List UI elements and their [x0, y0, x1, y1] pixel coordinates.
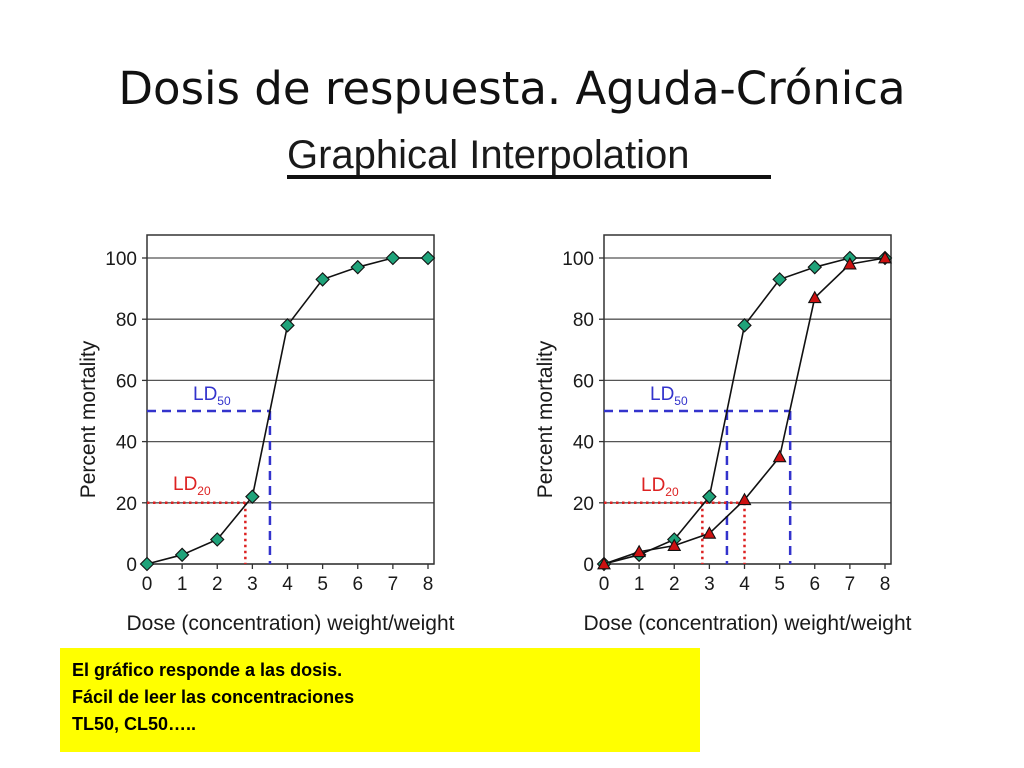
x-tick-label: 8: [880, 574, 891, 595]
chart-2: 0 20 40 60 80 100 0 1 2 3 4 5 6 7 8 Dose (concentration…: [534, 234, 912, 635]
diamond-marker: [350, 259, 366, 275]
diamond-marker: [807, 259, 823, 275]
x-axis-label: Dose (concentration) weight/weight: [126, 612, 454, 635]
diamond-marker: [280, 318, 295, 333]
triangle-marker: [807, 290, 822, 304]
note-box: El gráfico responde a las dosis. Fácil d…: [60, 648, 700, 752]
triangle-marker: [878, 250, 892, 264]
triangle-marker: [702, 526, 717, 539]
triangle-marker: [597, 556, 611, 570]
y-tick-label: 60: [573, 371, 594, 392]
x-tick-label: 7: [388, 574, 399, 595]
diamond-marker: [245, 489, 260, 504]
chart-1: 0 20 40 60 80 100 0 1 2 3 4 5 6 7 8 Dose (concentration…: [77, 234, 455, 635]
triangle-marker: [632, 544, 647, 558]
y-tick-label: 0: [583, 555, 594, 576]
note-line-3: TL50, CL50…..: [72, 714, 197, 734]
triangle-marker: [667, 538, 682, 551]
x-tick-label: 4: [282, 574, 293, 595]
x-tick-label: 3: [704, 574, 715, 595]
y-tick-label: 100: [105, 249, 137, 270]
diamond-marker: [139, 556, 155, 572]
diamond-marker: [420, 250, 436, 266]
x-tick-label: 8: [423, 574, 434, 595]
note-line-1: El gráfico responde a las dosis.: [72, 660, 343, 680]
chart-heading: Graphical Interpolation: [287, 133, 690, 177]
x-tick-label: 3: [247, 574, 258, 595]
x-tick-label: 0: [599, 574, 610, 595]
heading-underline: [287, 175, 771, 179]
x-tick-label: 4: [739, 574, 750, 595]
x-tick-label: 2: [669, 574, 680, 595]
x-tick-label: 6: [352, 574, 363, 595]
y-axis-label: Percent mortality: [77, 340, 100, 498]
diamond-marker: [209, 532, 225, 547]
y-tick-label: 80: [116, 310, 137, 331]
x-tick-label: 1: [177, 574, 188, 595]
y-tick-label: 80: [573, 310, 594, 331]
x-tick-label: 0: [142, 574, 153, 595]
x-tick-label: 5: [774, 574, 785, 595]
x-axis-label: Dose (concentration) weight/weight: [583, 612, 911, 635]
diamond-marker: [315, 272, 330, 287]
diamond-marker: [702, 489, 717, 504]
series-line-1: [146, 257, 428, 565]
diamond-marker: [772, 272, 787, 287]
ld20-label: LD20: [173, 474, 211, 498]
triangle-marker: [842, 256, 857, 270]
y-tick-label: 100: [562, 249, 594, 270]
ld50-label: LD50: [650, 384, 688, 408]
note-line-2: Fácil de leer las concentraciones: [72, 687, 355, 707]
diamond-marker: [737, 318, 752, 333]
y-tick-label: 40: [573, 433, 594, 454]
y-tick-label: 20: [116, 494, 137, 515]
x-tick-label: 6: [809, 574, 820, 595]
plot-frame: [146, 234, 435, 565]
y-axis-label: Percent mortality: [534, 340, 557, 498]
x-tick-label: 7: [845, 574, 856, 595]
y-tick-label: 0: [126, 555, 137, 576]
triangle-marker: [772, 449, 787, 463]
triangle-marker: [737, 492, 752, 506]
y-tick-label: 20: [573, 494, 594, 515]
slide-title: Dosis de respuesta. Aguda-Crónica: [118, 62, 906, 115]
ld50-label: LD50: [193, 384, 231, 408]
x-tick-label: 1: [634, 574, 645, 595]
y-tick-label: 40: [116, 433, 137, 454]
plot-frame: [603, 234, 892, 565]
diamond-marker: [174, 547, 190, 563]
diamond-marker: [385, 250, 401, 266]
x-tick-label: 5: [317, 574, 328, 595]
x-tick-label: 2: [212, 574, 223, 595]
y-tick-label: 60: [116, 371, 137, 392]
ld20-label: LD20: [641, 475, 679, 499]
